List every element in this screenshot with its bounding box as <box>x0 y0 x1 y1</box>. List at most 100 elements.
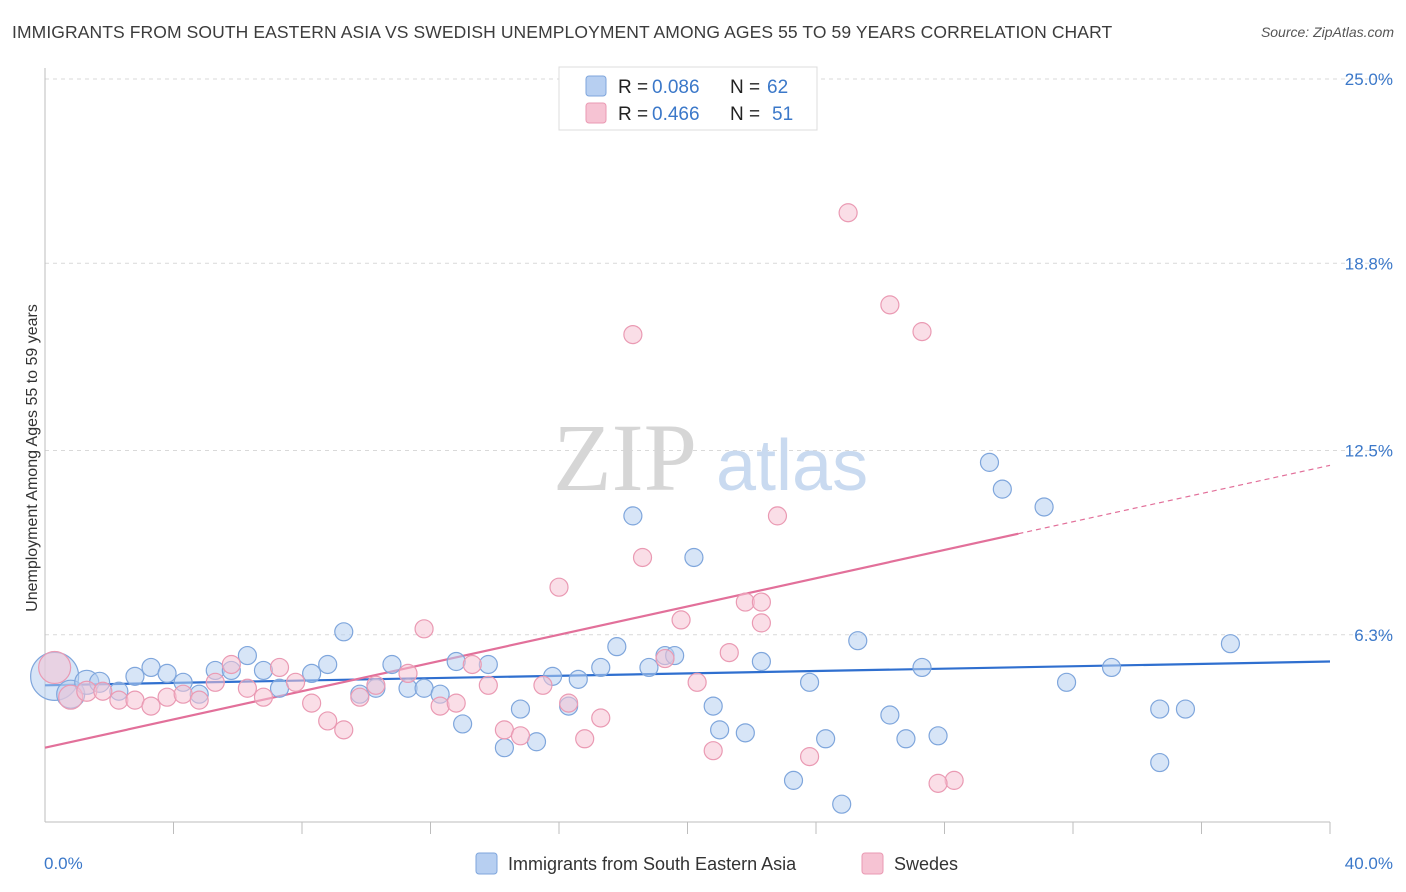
immigrants-point-26 <box>478 654 498 675</box>
legend-r-value-1: 0.086 <box>652 77 700 98</box>
immigrants-point-42 <box>735 723 755 743</box>
immigrants-point-57 <box>1101 657 1122 678</box>
swedes-point-37 <box>671 610 691 630</box>
y-tick-label-3: 25.0% <box>1345 70 1393 89</box>
swedes-point-15 <box>285 672 306 692</box>
swedes-point-3 <box>93 681 113 701</box>
swedes-point-16 <box>302 693 322 713</box>
immigrants-point-36 <box>639 657 659 678</box>
immigrants-point-22 <box>414 678 434 698</box>
swedes-point-21 <box>398 663 418 684</box>
immigrants-point-60 <box>1175 699 1196 719</box>
swedes-point-27 <box>494 720 514 740</box>
swedes-point-49 <box>944 770 964 790</box>
trend-line-swedes <box>44 532 1019 749</box>
swedes-point-36 <box>655 648 675 669</box>
immigrants-point-58 <box>1150 699 1170 719</box>
bottom-legend: Immigrants from South Eastern Asia Swede… <box>475 852 958 875</box>
immigrants-point-50 <box>896 729 916 749</box>
y-axis-label: Unemployment Among Ages 55 to 59 years <box>24 304 41 612</box>
legend-r-label-2: R = <box>618 104 648 125</box>
immigrants-point-17 <box>334 622 354 642</box>
swedes-point-19 <box>350 687 370 707</box>
swedes-point-6 <box>141 696 161 716</box>
swedes-point-46 <box>838 203 858 223</box>
swedes-point-17 <box>318 711 338 731</box>
immigrants-point-54 <box>992 479 1012 499</box>
swedes-point-41 <box>735 592 755 612</box>
immigrants-point-32 <box>568 669 588 689</box>
swedes-point-0 <box>38 650 72 685</box>
x-tick-label-max: 40.0% <box>1345 854 1393 873</box>
swedes-point-43 <box>751 613 771 633</box>
immigrants-point-14 <box>269 678 290 698</box>
immigrants-point-51 <box>912 657 932 678</box>
swedes-point-18 <box>334 720 354 740</box>
immigrants-point-29 <box>526 732 547 752</box>
swedes-point-31 <box>559 693 579 713</box>
swedes-point-26 <box>478 675 498 695</box>
swedes-point-9 <box>189 690 209 710</box>
bottom-legend-label-2: Swedes <box>894 854 958 874</box>
swedes-point-39 <box>703 741 723 761</box>
legend: R = 0.086 N = 62 R = 0.466 N = 51 <box>558 66 818 131</box>
bottom-legend-swatch-pink <box>861 852 884 875</box>
immigrants-point-25 <box>453 714 473 734</box>
chart-title: IMMIGRANTS FROM SOUTH EASTERN ASIA VS SW… <box>12 22 1113 42</box>
swedes-point-20 <box>366 675 386 695</box>
swedes-point-44 <box>767 506 788 526</box>
swedes-point-7 <box>157 687 177 707</box>
grid <box>45 78 1392 636</box>
watermark-atlas: atlas <box>716 426 868 506</box>
swedes-point-8 <box>173 684 193 704</box>
swedes-point-45 <box>799 747 820 767</box>
immigrants-point-45 <box>799 672 820 692</box>
immigrants-point-13 <box>253 660 274 681</box>
y-tick-label-2: 18.8% <box>1345 254 1393 273</box>
legend-swatch-pink <box>585 102 607 124</box>
immigrants-point-47 <box>832 794 852 814</box>
swedes-point-40 <box>719 642 739 663</box>
immigrants-point-35 <box>623 506 643 526</box>
swedes-point-35 <box>632 547 653 568</box>
legend-n-label-1: N = <box>730 77 760 98</box>
watermark: ZIP atlas <box>553 404 868 511</box>
swedes-point-11 <box>221 654 241 675</box>
bottom-legend-swatch-blue <box>475 852 498 875</box>
legend-n-label-2: N = <box>730 104 760 125</box>
swedes-point-48 <box>912 322 932 342</box>
swedes-point-14 <box>269 657 290 678</box>
swedes-point-22 <box>414 619 434 639</box>
immigrants-point-39 <box>684 547 704 568</box>
immigrants-point-56 <box>1056 672 1077 692</box>
immigrants-point-20 <box>382 654 402 675</box>
immigrants-point-33 <box>591 657 611 678</box>
swedes-point-13 <box>253 687 274 707</box>
immigrants-point-24 <box>446 651 466 672</box>
immigrants-point-41 <box>710 720 730 740</box>
bottom-legend-label-1: Immigrants from South Eastern Asia <box>508 854 797 874</box>
swedes-point-33 <box>591 708 611 728</box>
immigrants-point-7 <box>157 663 177 684</box>
x-tick-label-min: 0.0% <box>44 854 83 873</box>
immigrants-point-15 <box>302 663 322 684</box>
swedes-point-5 <box>125 690 145 710</box>
y-tick-label-0: 6.3% <box>1354 626 1393 645</box>
immigrants-point-48 <box>848 631 868 651</box>
series-immigrants-points <box>30 452 1241 814</box>
swedes-point-32 <box>575 729 595 749</box>
swedes-point-28 <box>510 726 531 746</box>
swedes-point-10 <box>205 672 225 692</box>
immigrants-point-40 <box>703 696 723 716</box>
immigrants-point-5 <box>125 666 145 686</box>
legend-r-label-1: R = <box>618 77 648 98</box>
swedes-point-42 <box>751 592 771 612</box>
immigrants-point-16 <box>318 654 338 675</box>
swedes-point-23 <box>430 696 450 716</box>
immigrants-point-59 <box>1150 752 1170 773</box>
watermark-zip: ZIP <box>553 404 697 511</box>
immigrants-point-52 <box>928 726 948 746</box>
immigrants-point-46 <box>816 729 836 749</box>
source-label: Source: ZipAtlas.com <box>1260 24 1394 40</box>
swedes-point-29 <box>533 675 553 695</box>
